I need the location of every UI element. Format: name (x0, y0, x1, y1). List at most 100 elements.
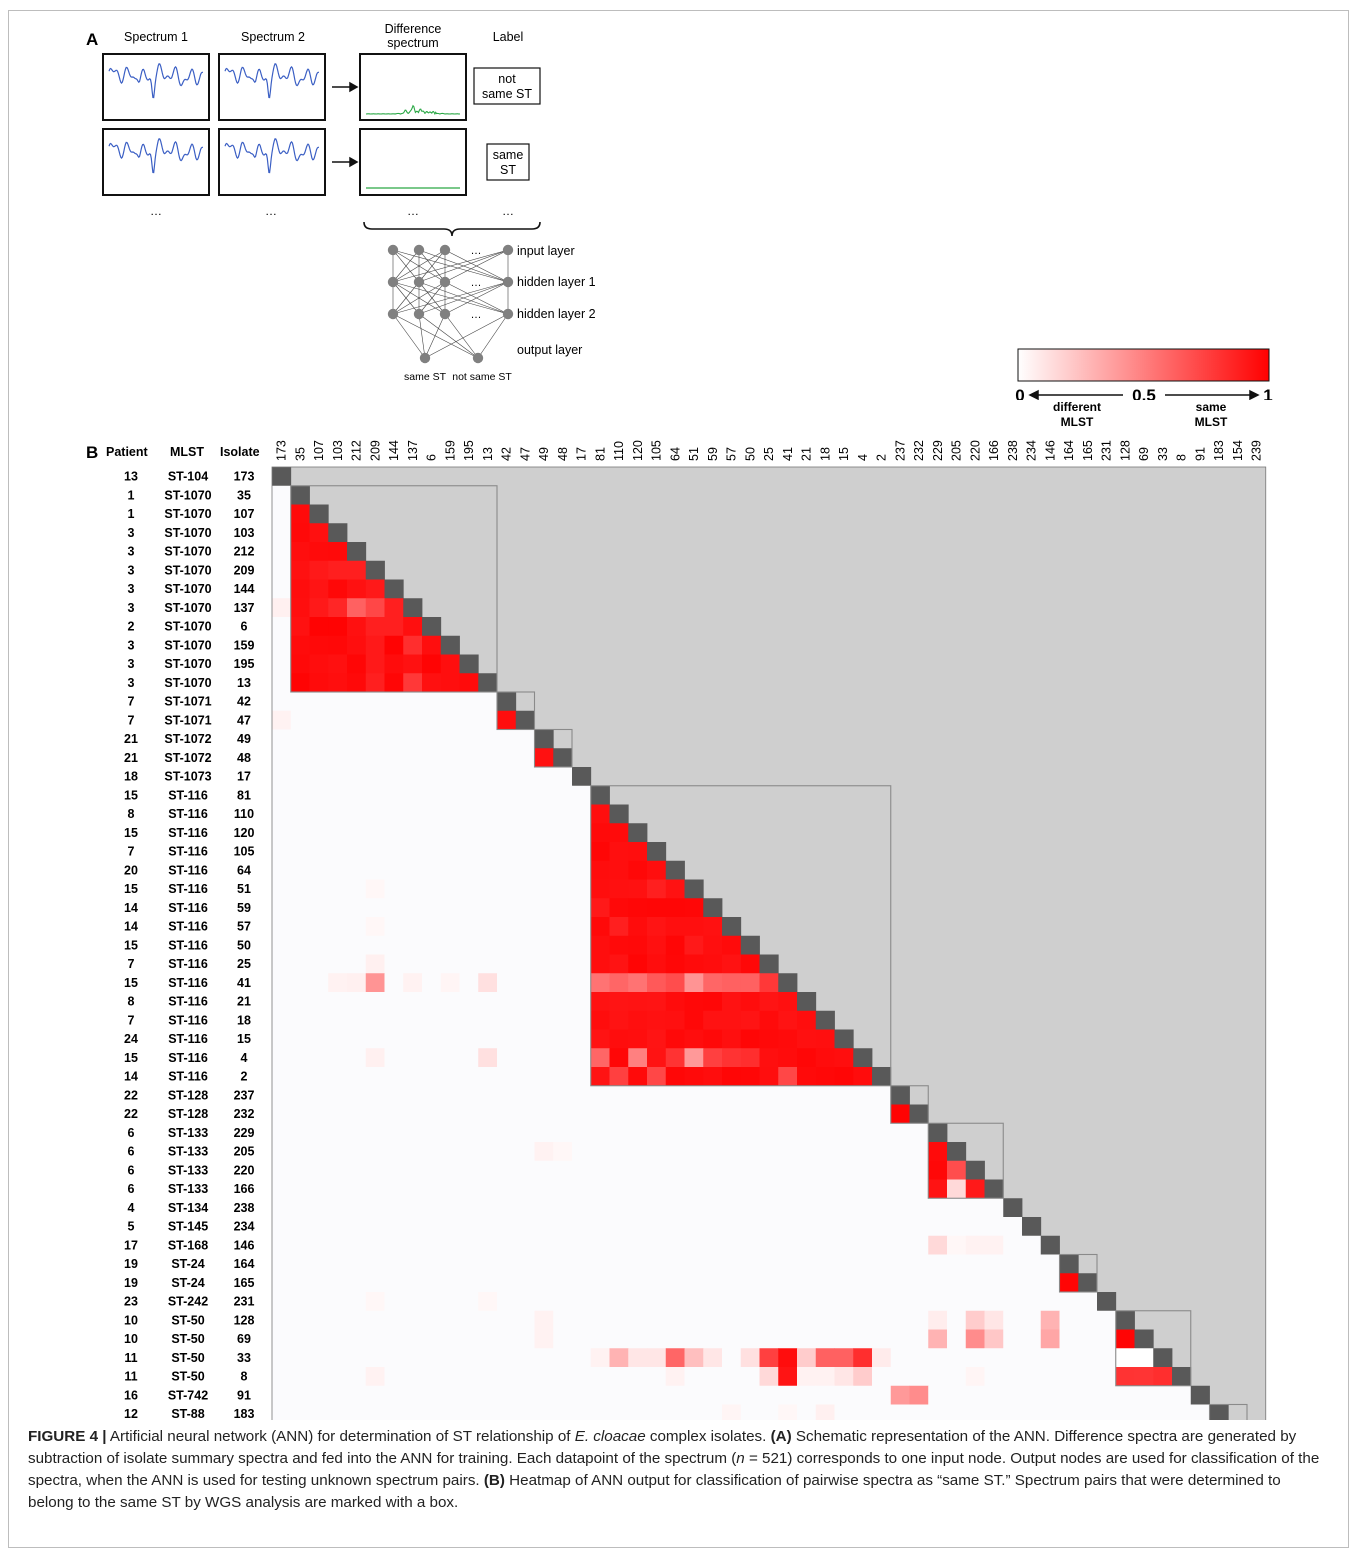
row-label-mlst: ST-1073 (164, 770, 211, 784)
heatmap-cell (834, 1085, 854, 1105)
heatmap-cell (534, 842, 554, 862)
heatmap-cell (590, 1385, 610, 1405)
heatmap-cell (440, 1235, 460, 1255)
heatmap-cell (365, 992, 385, 1012)
heatmap-cell (347, 1048, 367, 1068)
heatmap-cell (497, 1142, 517, 1162)
heatmap-cell (590, 1217, 610, 1237)
heatmap-cell (890, 1292, 910, 1312)
heatmap-cell (290, 935, 310, 955)
heatmap-cell (534, 1029, 554, 1049)
heatmap-cell (478, 729, 498, 749)
heatmap-cell (534, 1067, 554, 1087)
heatmap-cell (440, 823, 460, 843)
heatmap-cell (553, 1123, 573, 1143)
heatmap-cell (309, 1029, 329, 1049)
heatmap-cell (497, 710, 517, 730)
heatmap-cell (515, 842, 535, 862)
heatmap-cell (553, 1254, 573, 1274)
heatmap-cell (384, 1198, 404, 1218)
heatmap-cell (572, 804, 592, 824)
heatmap-cell (497, 1160, 517, 1180)
heatmap-cell (422, 654, 442, 674)
heatmap-cell (422, 785, 442, 805)
heatmap-cell (740, 1160, 760, 1180)
heatmap-cell (403, 1048, 423, 1068)
heatmap-cell (759, 1367, 779, 1387)
row-label-isolate: 229 (234, 1126, 255, 1140)
nn-node (439, 244, 451, 256)
heatmap-cell (815, 1142, 835, 1162)
row-label-patient: 17 (124, 1238, 138, 1252)
heatmap-cell (1097, 1367, 1117, 1387)
heatmap-cell (759, 1310, 779, 1330)
row-label-patient: 20 (124, 863, 138, 877)
heatmap-cell (1003, 1310, 1023, 1330)
heatmap-cell (328, 879, 348, 899)
heatmap-cell (984, 1235, 1004, 1255)
heatmap-cell (947, 1385, 967, 1405)
heatmap-cell (965, 1273, 985, 1293)
heatmap-cell (590, 1367, 610, 1387)
heatmap-cell (665, 954, 685, 974)
heatmap-cell (478, 1123, 498, 1143)
heatmap-cell (384, 1179, 404, 1199)
heatmap-cell (347, 1085, 367, 1105)
heatmap-cell (628, 1404, 648, 1420)
caption-species: E. cloacae (574, 1428, 646, 1445)
column-label: 239 (1250, 440, 1264, 461)
row-label-mlst: ST-1070 (164, 488, 211, 502)
heatmap-cell (553, 1010, 573, 1030)
heatmap-cell (478, 1104, 498, 1124)
heatmap-cell (403, 823, 423, 843)
heatmap-cell (684, 1235, 704, 1255)
heatmap-cell (403, 785, 423, 805)
heatmap-cell (553, 785, 573, 805)
heatmap-cell (534, 1048, 554, 1068)
heatmap-cell (459, 935, 479, 955)
heatmap-cell (459, 1123, 479, 1143)
spectrum-trace (108, 138, 203, 174)
heatmap-cell (815, 1029, 835, 1049)
heatmap-cell (403, 1142, 423, 1162)
heatmap-cell (965, 1310, 985, 1330)
row-label-mlst: ST-1070 (164, 620, 211, 634)
heatmap-cell (628, 917, 648, 937)
heatmap-cell (328, 1292, 348, 1312)
heatmap-cell (1134, 1348, 1154, 1368)
heatmap-cell (778, 1123, 798, 1143)
heatmap-cell (590, 1254, 610, 1274)
diagonal-cell (328, 523, 348, 543)
heatmap-cell (403, 1217, 423, 1237)
row-label-mlst: ST-742 (168, 1388, 208, 1402)
column-label: 110 (612, 441, 626, 461)
heatmap-cell (422, 823, 442, 843)
heatmap-cell (572, 973, 592, 993)
same-st-box (1208, 1403, 1248, 1420)
heatmap-cell (347, 710, 367, 730)
difference-box-row1 (359, 53, 467, 121)
heatmap-cell (534, 748, 554, 768)
heatmap-cell (740, 1142, 760, 1162)
heatmap-cell (403, 898, 423, 918)
heatmap-cell (628, 1367, 648, 1387)
nn-edge (424, 313, 446, 359)
heatmap-cell (328, 823, 348, 843)
heatmap-cell (497, 954, 517, 974)
nn-edge (477, 313, 509, 359)
heatmap-cell (834, 1179, 854, 1199)
heatmap-cell (272, 617, 292, 637)
heatmap-cell (609, 992, 629, 1012)
diagonal-cell (1209, 1404, 1229, 1420)
heatmap-cell (909, 1142, 929, 1162)
row-label-isolate: 4 (241, 1051, 248, 1065)
heatmap-cell (497, 1310, 517, 1330)
row-label-isolate: 164 (234, 1257, 255, 1271)
heatmap-cell (478, 710, 498, 730)
heatmap-cell (365, 1029, 385, 1049)
heatmap-cell (609, 1104, 629, 1124)
heatmap-cell (534, 1310, 554, 1330)
heatmap-cell (984, 1198, 1004, 1218)
column-label: 15 (837, 447, 851, 461)
heatmap-cell (347, 579, 367, 599)
